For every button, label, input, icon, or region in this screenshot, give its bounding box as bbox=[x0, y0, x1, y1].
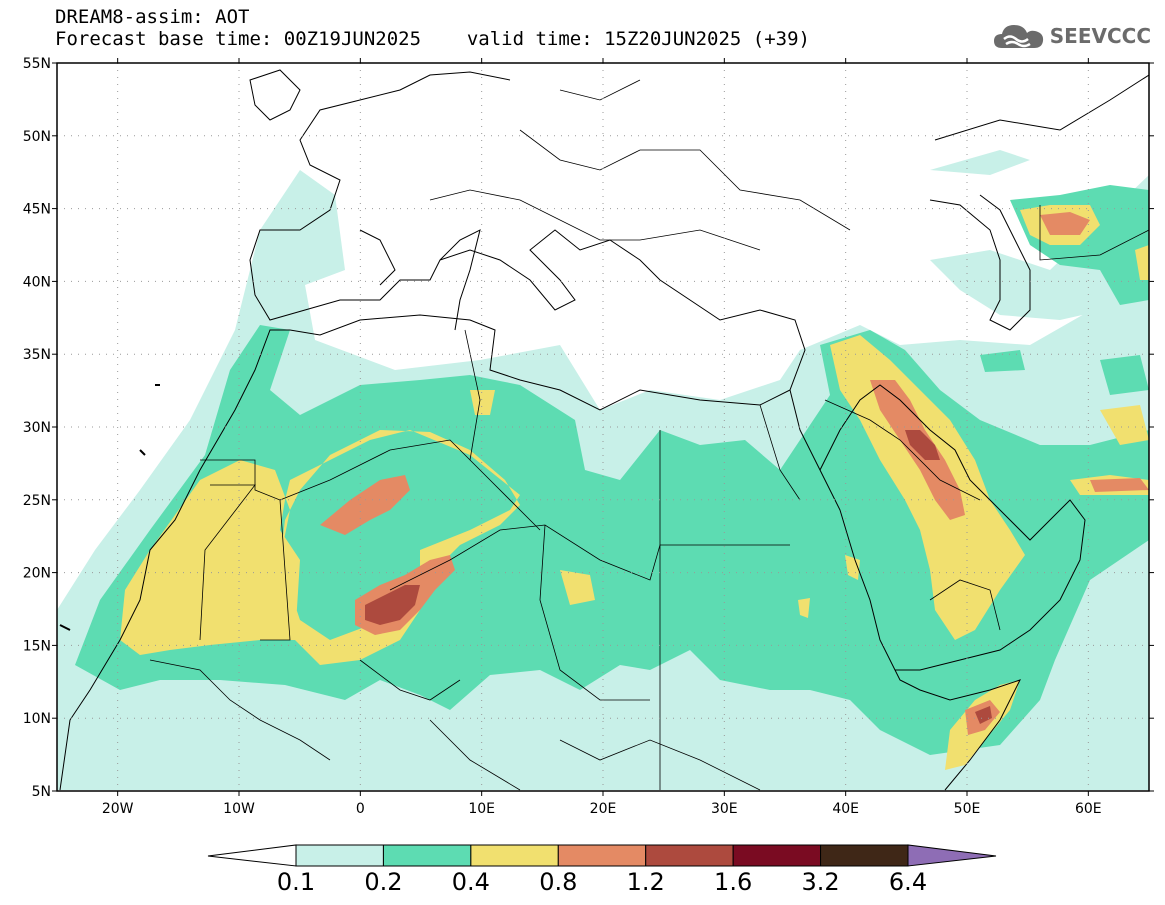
lon-tick-label: 30E bbox=[711, 801, 738, 817]
lat-tick-label: 10N bbox=[23, 711, 51, 727]
colorbar-swatch bbox=[382, 844, 472, 867]
time-info: Forecast base time: 00Z19JUN2025 valid t… bbox=[55, 28, 810, 50]
coastlines bbox=[59, 69, 1149, 791]
aot-field bbox=[57, 69, 1149, 791]
lon-tick-label: 20E bbox=[590, 801, 617, 817]
aot-band-0-2 bbox=[75, 185, 1149, 755]
lat-tick-label: 50N bbox=[23, 129, 51, 145]
colorbar bbox=[207, 844, 997, 867]
lat-tick-label: 25N bbox=[23, 493, 51, 509]
lat-tick-label: 40N bbox=[23, 274, 51, 290]
lat-tick-label: 45N bbox=[23, 202, 51, 218]
lon-tick-label: 50E bbox=[954, 801, 981, 817]
seevccc-logo: SEEVCCC bbox=[992, 22, 1151, 50]
lat-tick-label: 20N bbox=[23, 566, 51, 582]
colorbar-label: 0.1 bbox=[276, 868, 316, 896]
lat-tick-label: 15N bbox=[23, 638, 51, 654]
colorbar-swatch bbox=[557, 844, 647, 867]
lat-tick-label: 30N bbox=[23, 420, 51, 436]
lat-tick-label: 35N bbox=[23, 347, 51, 363]
colorbar-swatch bbox=[820, 844, 909, 867]
colorbar-swatch bbox=[732, 844, 822, 867]
product-title: DREAM8-assim: AOT bbox=[55, 6, 250, 28]
colorbar-left-arrow bbox=[207, 844, 297, 867]
colorbar-swatch bbox=[295, 844, 384, 867]
gridlines bbox=[57, 63, 1149, 791]
base-time-label: Forecast base time: 00Z19JUN2025 bbox=[55, 28, 422, 50]
lon-tick-label: 40E bbox=[832, 801, 859, 817]
map-header: DREAM8-assim: AOT Forecast base time: 00… bbox=[55, 6, 810, 50]
aot-band-1-2 bbox=[365, 430, 992, 724]
valid-time-label: valid time: 15Z20JUN2025 (+39) bbox=[466, 28, 810, 50]
colorbar-right-arrow bbox=[907, 844, 997, 867]
colorbar-label: 6.4 bbox=[888, 868, 928, 896]
lat-tick-label: 55N bbox=[23, 56, 51, 72]
colorbar-label: 3.2 bbox=[801, 868, 840, 896]
colorbar-label: 0.2 bbox=[364, 868, 403, 896]
lon-tick-label: 10E bbox=[468, 801, 495, 817]
colorbar-label: 1.2 bbox=[626, 868, 665, 896]
lon-tick-label: 20W bbox=[102, 801, 134, 817]
colorbar-label: 1.6 bbox=[714, 868, 753, 896]
logo-text: SEEVCCC bbox=[1049, 24, 1151, 48]
lon-tick-label: 10W bbox=[223, 801, 255, 817]
lon-tick-label: 60E bbox=[1075, 801, 1102, 817]
country-borders bbox=[149, 79, 1149, 791]
colorbar-label: 0.8 bbox=[539, 868, 578, 896]
colorbar-swatch bbox=[470, 844, 559, 867]
lat-tick-label: 5N bbox=[32, 784, 51, 800]
colorbar-label: 0.4 bbox=[451, 868, 490, 896]
axis-ticks: 5N 10N 15N 20N 25N 30N 35N 40N 45N 50N 55N 20W 10W 0 1… bbox=[23, 56, 1154, 817]
colorbar-swatch bbox=[645, 844, 734, 867]
lon-tick-label: 0 bbox=[356, 801, 365, 817]
cloud-icon bbox=[993, 25, 1043, 48]
